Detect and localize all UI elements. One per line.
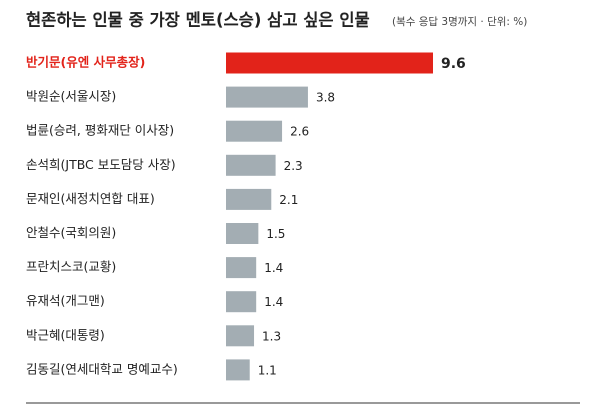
bar xyxy=(226,291,257,313)
bar xyxy=(226,257,257,279)
chart-title: 현존하는 인물 중 가장 멘토(스승) 삼고 싶은 인물 xyxy=(26,11,370,30)
value-label: 3.8 xyxy=(316,91,335,105)
category-label: 문재인(새정치연합 대표) xyxy=(26,191,155,206)
bar xyxy=(226,120,283,142)
category-label: 박원순(서울시장) xyxy=(26,89,116,104)
value-label: 1.5 xyxy=(266,227,285,241)
category-label: 김동길(연세대학교 명예교수) xyxy=(26,361,178,376)
value-label: 2.1 xyxy=(279,193,298,207)
chart-subtitle: (복수 응답 3명까지 · 단위: %) xyxy=(392,15,527,28)
value-label: 2.3 xyxy=(284,159,303,173)
bar xyxy=(226,86,308,108)
bar xyxy=(226,52,433,74)
value-label: 1.3 xyxy=(262,329,281,343)
category-label: 프란치스코(교황) xyxy=(26,259,116,274)
value-label: 1.1 xyxy=(258,363,277,377)
category-label: 반기문(유엔 사무총장) xyxy=(26,55,145,70)
value-label: 1.4 xyxy=(264,295,283,309)
category-label: 안철수(국회의원) xyxy=(26,225,116,240)
category-label: 박근혜(대통령) xyxy=(26,327,105,342)
bar xyxy=(226,188,272,210)
category-label: 유재석(개그맨) xyxy=(26,293,105,308)
value-label: 1.4 xyxy=(264,261,283,275)
category-label: 손석희(JTBC 보도담당 사장) xyxy=(26,157,176,172)
bar xyxy=(226,359,250,381)
value-label: 2.6 xyxy=(290,125,309,139)
value-label: 9.6 xyxy=(441,56,466,72)
bar xyxy=(226,154,276,176)
category-label: 법륜(승려, 평화재단 이사장) xyxy=(26,123,174,138)
bar xyxy=(226,223,259,244)
bar xyxy=(226,325,255,347)
